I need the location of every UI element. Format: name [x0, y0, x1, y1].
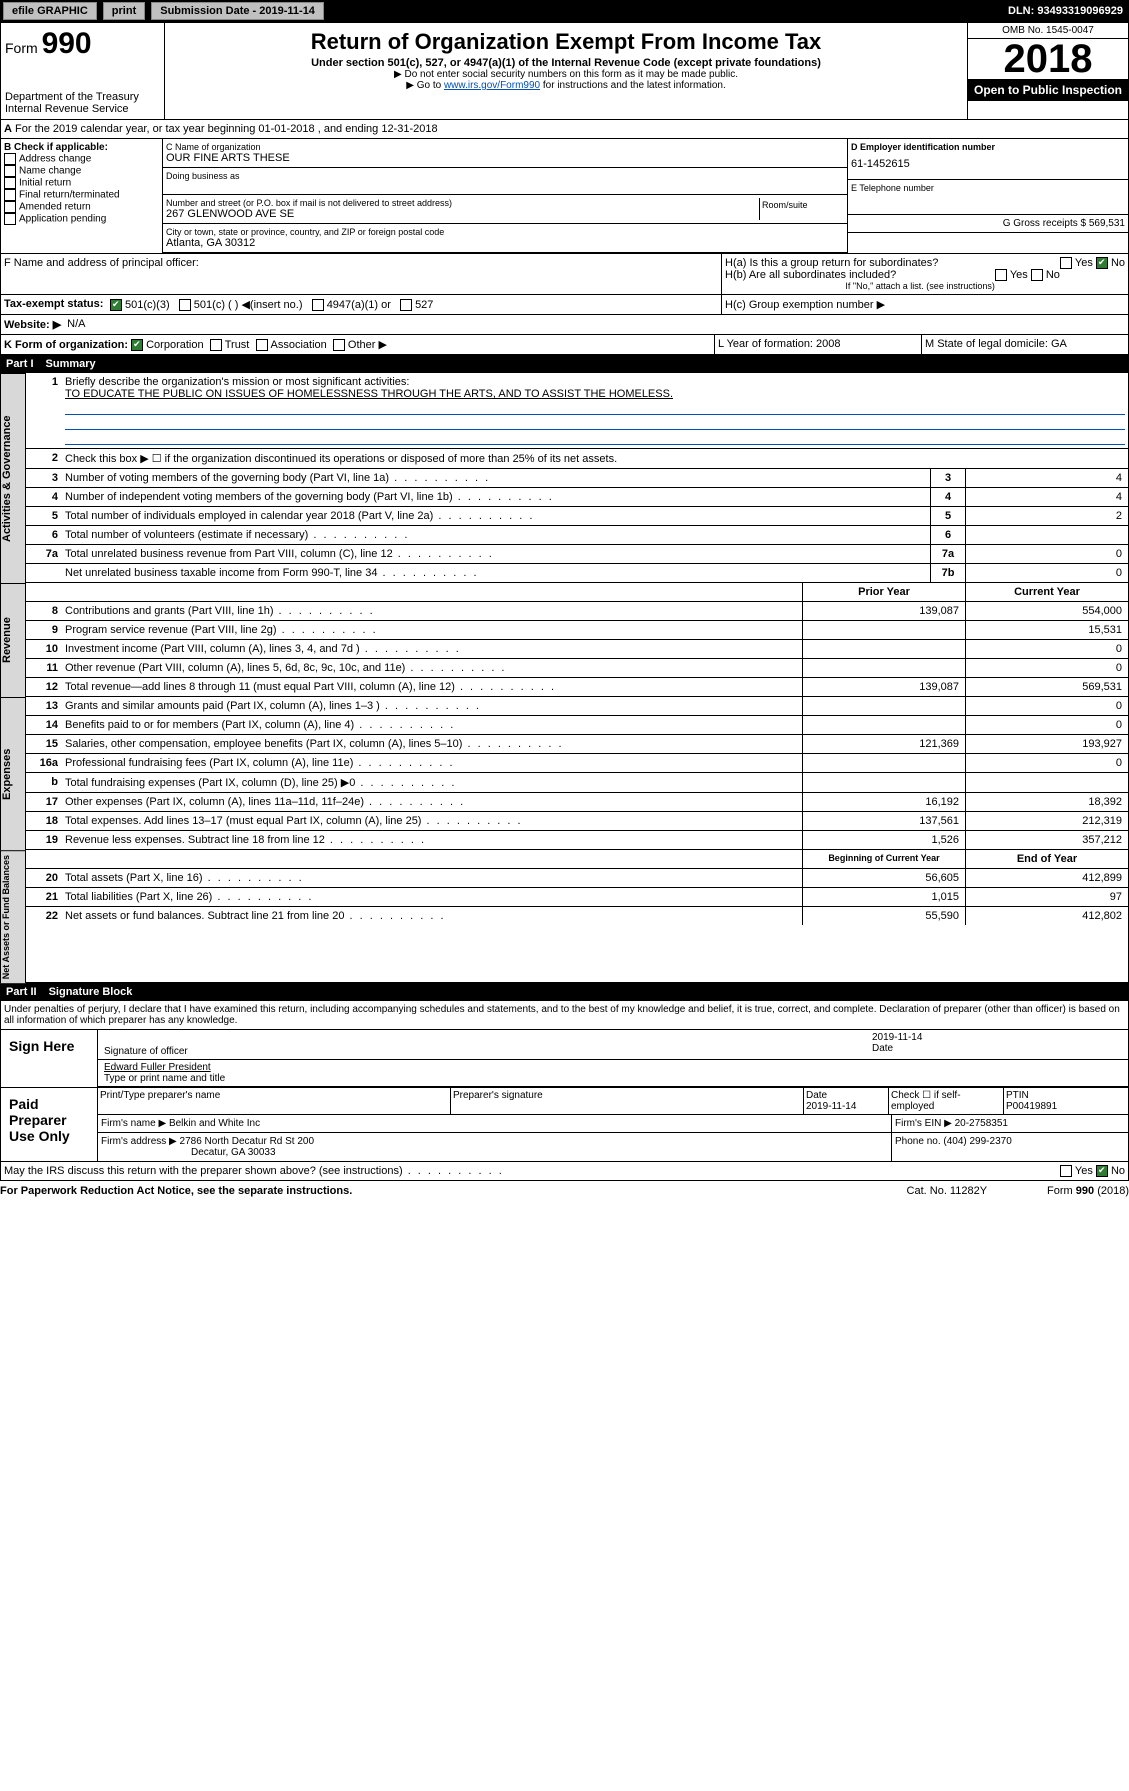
gov-line: Number of independent voting members of … [62, 488, 930, 506]
gov-val: 0 [965, 564, 1128, 582]
form-number: Form 990 [5, 27, 160, 61]
table-row: Net assets or fund balances. Subtract li… [62, 907, 802, 925]
table-row: Total liabilities (Part X, line 26) [62, 888, 802, 906]
table-row: Total assets (Part X, line 16) [62, 869, 802, 887]
info-block: B Check if applicable: Address change Na… [0, 139, 1129, 355]
discuss-row: May the IRS discuss this return with the… [0, 1162, 1129, 1181]
hdr-prior: Prior Year [802, 583, 965, 601]
h-c: H(c) Group exemption number ▶ [722, 295, 1128, 314]
ein: 61-1452615 [851, 152, 1125, 176]
dln: DLN: 93493319096929 [1008, 5, 1129, 17]
website: N/A [64, 315, 1128, 334]
line-a: A For the 2019 calendar year, or tax yea… [0, 120, 1129, 139]
firm-phone: Phone no. (404) 299-2370 [891, 1133, 1128, 1161]
firm-addr: 2786 North Decatur Rd St 200 [180, 1136, 315, 1147]
officer-name: Edward Fuller President [104, 1062, 1122, 1073]
note-ssn: ▶ Do not enter social security numbers o… [169, 69, 963, 80]
mission-label: Briefly describe the organization's miss… [62, 373, 1128, 448]
mission-text: TO EDUCATE THE PUBLIC ON ISSUES OF HOMEL… [65, 388, 673, 400]
irs-label: Internal Revenue Service [5, 103, 160, 115]
form-title: Return of Organization Exempt From Incom… [169, 29, 963, 55]
tax-year: 2018 [968, 39, 1128, 79]
table-row: Total revenue—add lines 8 through 11 (mu… [62, 678, 802, 696]
hdr-begin: Beginning of Current Year [802, 850, 965, 868]
sign-here-block: Sign Here Signature of officer2019-11-14… [0, 1030, 1129, 1088]
table-row: Other expenses (Part IX, column (A), lin… [62, 793, 802, 811]
org-city: Atlanta, GA 30312 [166, 237, 844, 249]
hdr-end: End of Year [965, 850, 1128, 868]
submission-date: Submission Date - 2019-11-14 [151, 2, 324, 20]
gov-line: Net unrelated business taxable income fr… [62, 564, 930, 582]
table-row: Other revenue (Part VIII, column (A), li… [62, 659, 802, 677]
gov-line: Total number of volunteers (estimate if … [62, 526, 930, 544]
part2-bar: Part IISignature Block [0, 983, 1129, 1001]
line-m: M State of legal domicile: GA [921, 335, 1128, 354]
note-goto: ▶ Go to www.irs.gov/Form990 for instruct… [169, 80, 963, 91]
cb-corporation[interactable] [131, 339, 143, 351]
table-row: Program service revenue (Part VIII, line… [62, 621, 802, 639]
side-governance: Activities & Governance [0, 373, 26, 583]
ptin: P00419891 [1006, 1101, 1057, 1112]
table-row: Grants and similar amounts paid (Part IX… [62, 697, 802, 715]
form990-link[interactable]: www.irs.gov/Form990 [444, 80, 540, 91]
col-de: D Employer identification number61-14526… [847, 139, 1128, 253]
gross-receipts: G Gross receipts $ 569,531 [848, 215, 1128, 233]
gov-val: 0 [965, 545, 1128, 563]
table-row: Revenue less expenses. Subtract line 18 … [62, 831, 802, 849]
cb-501c3[interactable] [110, 299, 122, 311]
paid-preparer-block: Paid Preparer Use Only Print/Type prepar… [0, 1088, 1129, 1162]
gov-val: 4 [965, 488, 1128, 506]
org-address: 267 GLENWOOD AVE SE [166, 208, 759, 220]
gov-val: 4 [965, 469, 1128, 487]
form-subtitle: Under section 501(c), 527, or 4947(a)(1)… [169, 57, 963, 69]
gov-line: Total number of individuals employed in … [62, 507, 930, 525]
perjury-decl: Under penalties of perjury, I declare th… [0, 1001, 1129, 1030]
line-j-label: Website: ▶ [1, 315, 64, 334]
paid-preparer-label: Paid Preparer Use Only [1, 1088, 98, 1161]
footer: For Paperwork Reduction Act Notice, see … [0, 1181, 1129, 1201]
table-row: Professional fundraising fees (Part IX, … [62, 754, 802, 772]
form-ref: Form 990 (2018) [1047, 1185, 1129, 1197]
gov-val: 2 [965, 507, 1128, 525]
line-2: Check this box ▶ ☐ if the organization d… [62, 449, 1128, 468]
print-button[interactable]: print [103, 2, 145, 20]
efile-badge: efile GRAPHIC [3, 2, 97, 20]
col-c: C Name of organizationOUR FINE ARTS THES… [163, 139, 847, 253]
dept-treasury: Department of the Treasury [5, 91, 160, 103]
side-netassets: Net Assets or Fund Balances [0, 850, 26, 983]
part1-bar: Part ISummary [0, 355, 1129, 373]
side-expenses: Expenses [0, 697, 26, 850]
line-i-label: Tax-exempt status: [1, 295, 107, 314]
side-revenue: Revenue [0, 583, 26, 697]
firm-ein: Firm's EIN ▶ 20-2758351 [891, 1115, 1128, 1132]
line-l: L Year of formation: 2008 [714, 335, 921, 354]
table-row: Total fundraising expenses (Part IX, col… [62, 773, 802, 792]
h-a: H(a) Is this a group return for subordin… [725, 257, 1125, 269]
table-row: Contributions and grants (Part VIII, lin… [62, 602, 802, 620]
hdr-current: Current Year [965, 583, 1128, 601]
col-b: B Check if applicable: Address change Na… [1, 139, 163, 253]
org-name: OUR FINE ARTS THESE [166, 152, 844, 164]
gov-line: Number of voting members of the governin… [62, 469, 930, 487]
form-header: Form 990 Department of the Treasury Inte… [0, 22, 1129, 120]
table-row: Total expenses. Add lines 13–17 (must eq… [62, 812, 802, 830]
gov-val [965, 526, 1128, 544]
topbar: efile GRAPHIC print Submission Date - 20… [0, 0, 1129, 22]
sign-here-label: Sign Here [1, 1030, 98, 1087]
open-inspection: Open to Public Inspection [968, 79, 1128, 101]
h-b: H(b) Are all subordinates included? Yes … [725, 269, 1125, 281]
table-row: Salaries, other compensation, employee b… [62, 735, 802, 753]
firm-name: Belkin and White Inc [169, 1118, 260, 1129]
line-f: F Name and address of principal officer: [1, 254, 722, 294]
table-row: Investment income (Part VIII, column (A)… [62, 640, 802, 658]
table-row: Benefits paid to or for members (Part IX… [62, 716, 802, 734]
gov-line: Total unrelated business revenue from Pa… [62, 545, 930, 563]
